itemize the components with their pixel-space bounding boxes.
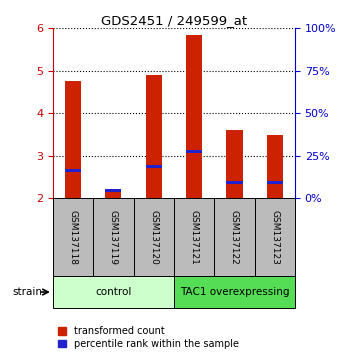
Bar (146, 75, 162, 198)
Bar (65, 81, 81, 198)
Text: GSM137121: GSM137121 (190, 210, 198, 265)
Bar (186, 35, 202, 198)
Text: strain: strain (13, 287, 43, 297)
Bar (267, 181, 283, 184)
Text: GSM137122: GSM137122 (230, 210, 239, 264)
Bar (65, 169, 81, 172)
Bar (105, 192, 121, 198)
Legend: transformed count, percentile rank within the sample: transformed count, percentile rank withi… (58, 326, 239, 349)
Bar (214, 198, 255, 276)
Text: GSM137119: GSM137119 (109, 210, 118, 265)
Bar (226, 181, 242, 184)
Text: control: control (95, 287, 132, 297)
Bar (226, 130, 242, 198)
Bar (174, 276, 295, 308)
Bar (53, 276, 174, 308)
Bar (105, 189, 121, 192)
Bar (53, 198, 93, 276)
Bar (174, 198, 214, 276)
Text: TAC1 overexpressing: TAC1 overexpressing (180, 287, 289, 297)
Text: GSM137123: GSM137123 (270, 210, 279, 265)
Title: GDS2451 / 249599_at: GDS2451 / 249599_at (101, 14, 247, 27)
Text: GSM137120: GSM137120 (149, 210, 158, 265)
Bar (146, 165, 162, 168)
Bar (255, 198, 295, 276)
Bar (267, 135, 283, 198)
Bar (93, 198, 134, 276)
Bar (186, 150, 202, 153)
Text: GSM137118: GSM137118 (69, 210, 77, 265)
Bar (134, 198, 174, 276)
